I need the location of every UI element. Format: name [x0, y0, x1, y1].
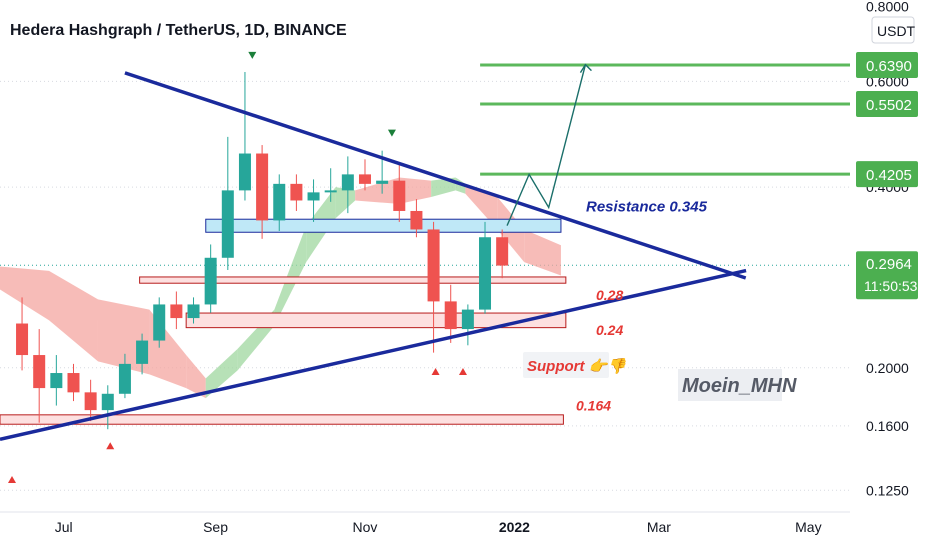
ichimoku-cloud [0, 177, 561, 399]
time-tick-label: 2022 [499, 519, 530, 535]
trendlines [0, 71, 747, 442]
price-tick-label: 0.2000 [866, 360, 909, 376]
candle-body [273, 183, 286, 221]
signal-up-marker [106, 442, 115, 450]
candle-body [50, 373, 63, 389]
watermark-bg [678, 369, 782, 401]
target-price-badge [856, 161, 918, 188]
candle-body [324, 190, 337, 193]
trendline-descending [124, 71, 747, 280]
current-price-badge [856, 251, 918, 300]
time-tick-label: Sep [203, 519, 228, 535]
trendline-ascending [0, 268, 747, 442]
candle-body [136, 340, 149, 364]
candle-body [101, 393, 114, 411]
candle-body [153, 304, 166, 341]
signal-up-marker [458, 368, 467, 375]
time-tick-label: Nov [353, 519, 378, 535]
support-level-label: 0.28 [596, 287, 623, 303]
support-callout-label: Support 👉👎 [527, 357, 628, 375]
candle-body [393, 180, 406, 211]
candle-body [221, 190, 234, 258]
candle-body [307, 192, 320, 201]
price-axis: 0.80000.60000.40000.20000.16000.1250USDT… [852, 0, 932, 550]
candle-body [444, 301, 457, 330]
candle-body [170, 304, 183, 319]
signal-up-marker [8, 476, 16, 483]
cloud-segment [274, 225, 307, 326]
candle-body [187, 304, 200, 319]
candle-body [16, 323, 29, 356]
candle-body [67, 373, 80, 393]
currency-label: USDT [877, 23, 916, 39]
cloud-segment [205, 348, 238, 399]
cloud-segment [399, 177, 432, 204]
candle-body [204, 257, 217, 305]
current-price-label: 0.2964 [866, 256, 912, 273]
candle-body [461, 309, 474, 330]
candle-body [496, 237, 509, 266]
time-tick-label: Jul [55, 519, 73, 535]
candles [16, 72, 509, 430]
projection [506, 63, 592, 226]
candle-body [410, 210, 423, 230]
price-tick-label: 0.1250 [866, 482, 909, 498]
time-axis: Jul Sep Nov 2022 Mar May [55, 519, 822, 535]
annotations: Resistance 0.345 0.28 0.24 0.164 Support 👉👎 M… [8, 51, 797, 483]
candle-body [290, 183, 303, 201]
cloud-segment [465, 183, 498, 230]
resistance-label: Resistance 0.345 [586, 199, 708, 216]
candle-body [118, 363, 131, 394]
candle-body [84, 392, 97, 411]
grid [0, 80, 850, 513]
candle-body [376, 180, 389, 184]
support-callout-bg [523, 352, 609, 378]
target-price-badge [856, 52, 918, 79]
projection-path [506, 64, 587, 226]
cloud-segment [524, 229, 561, 276]
candle-body [33, 355, 46, 389]
candle-body [479, 237, 492, 310]
candle-body [341, 174, 354, 191]
signal-down-marker [248, 51, 257, 59]
candle-body [427, 229, 440, 302]
support-zone [0, 414, 564, 425]
cloud-segment [0, 266, 49, 321]
target-price-label: 0.5502 [866, 97, 912, 114]
cloud-segment [186, 355, 206, 399]
candle-body [256, 153, 269, 221]
candle-body [358, 174, 371, 184]
price-tick-label: 0.8000 [866, 0, 909, 14]
candle-body [238, 153, 251, 191]
cloud-segment [355, 177, 400, 204]
cloud-segment [48, 270, 98, 362]
time-tick-label: May [795, 519, 821, 535]
support-level-label: 0.164 [576, 397, 611, 413]
watermark-text: Moein_MHN [682, 375, 797, 397]
signal-down-marker [387, 129, 396, 137]
countdown-label: 11:50:53 [864, 278, 918, 294]
support-level-label: 0.24 [596, 322, 623, 338]
projection-arrowhead [579, 63, 592, 73]
target-lines [480, 63, 850, 176]
support-zone [139, 276, 567, 284]
chart-title: Hedera Hashgraph / TetherUS, 1D, BINANCE [10, 22, 347, 39]
signal-up-marker [431, 368, 440, 375]
cloud-segment [335, 187, 356, 219]
target-price-badge [856, 91, 918, 118]
target-price-label: 0.6390 [866, 58, 912, 75]
currency-box [871, 16, 915, 44]
resistance-zone [205, 218, 562, 233]
target-price-label: 0.4205 [866, 167, 912, 184]
time-tick-label: Mar [647, 519, 671, 535]
cloud-segment [431, 177, 456, 198]
price-tick-label: 0.1600 [866, 418, 909, 434]
